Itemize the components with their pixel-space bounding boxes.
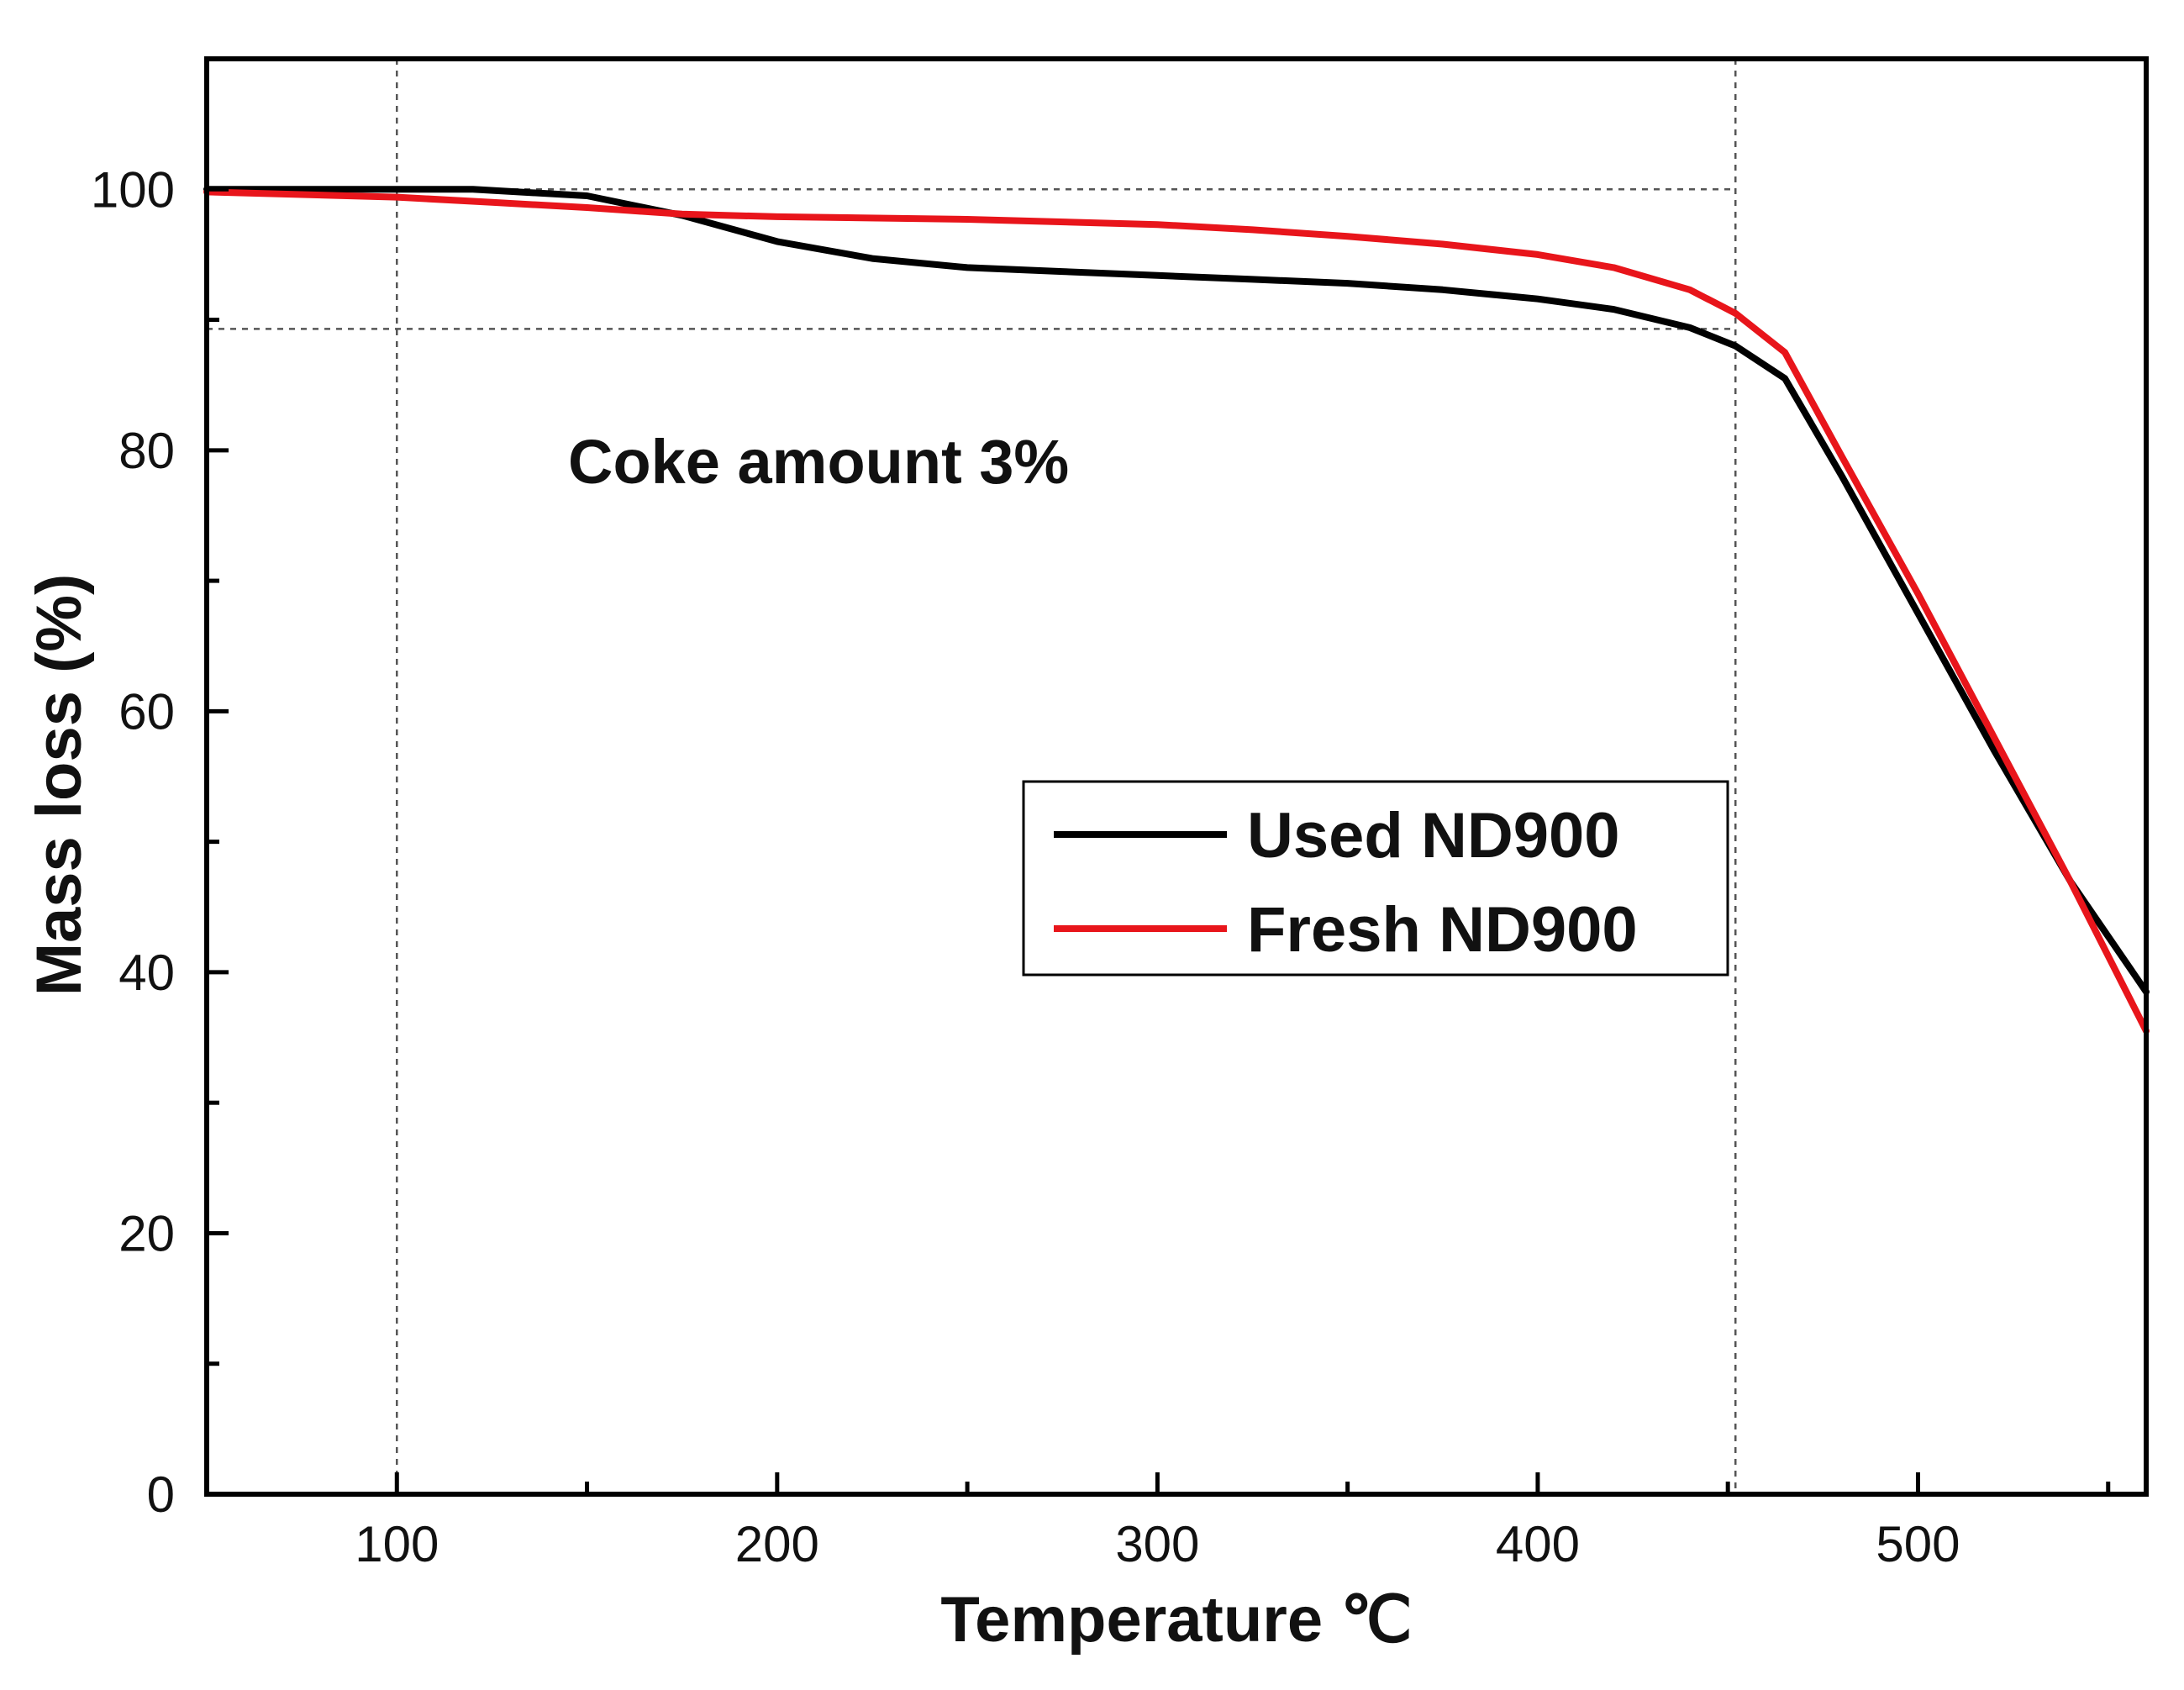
y-tick-label: 80 [118, 423, 175, 479]
y-tick-label: 0 [147, 1466, 175, 1523]
series-fresh-nd900 [203, 188, 2150, 1035]
legend-box [1022, 780, 1729, 977]
tick-labels: 100 200 300 400 500 0 20 40 60 80 100 [91, 161, 1960, 1572]
legend-label-fresh: Fresh ND900 [1247, 894, 1638, 966]
x-tick-label: 300 [1115, 1516, 1199, 1572]
x-tick-label: 100 [355, 1516, 439, 1572]
y-axis-title: Mass loss (%) [24, 574, 95, 997]
y-tick-label: 100 [91, 161, 175, 218]
x-tick-label: 400 [1496, 1516, 1580, 1572]
axis-ticks [207, 187, 2111, 1497]
x-axis-title: Temperature ℃ [940, 1584, 1412, 1656]
y-tick-label: 20 [118, 1205, 175, 1261]
y-tick-label: 40 [118, 945, 175, 1001]
coke-amount-annotation: Coke amount 3% [568, 427, 1069, 497]
legend: Used ND900 Fresh ND900 [1022, 780, 1729, 977]
plot-frame [204, 56, 2149, 1497]
y-tick-label: 60 [118, 683, 175, 740]
series-layer [203, 186, 2150, 1035]
x-tick-label: 500 [1876, 1516, 1960, 1572]
legend-label-used: Used ND900 [1247, 800, 1620, 871]
reference-lines [207, 59, 1737, 1494]
x-tick-label: 200 [735, 1516, 819, 1572]
